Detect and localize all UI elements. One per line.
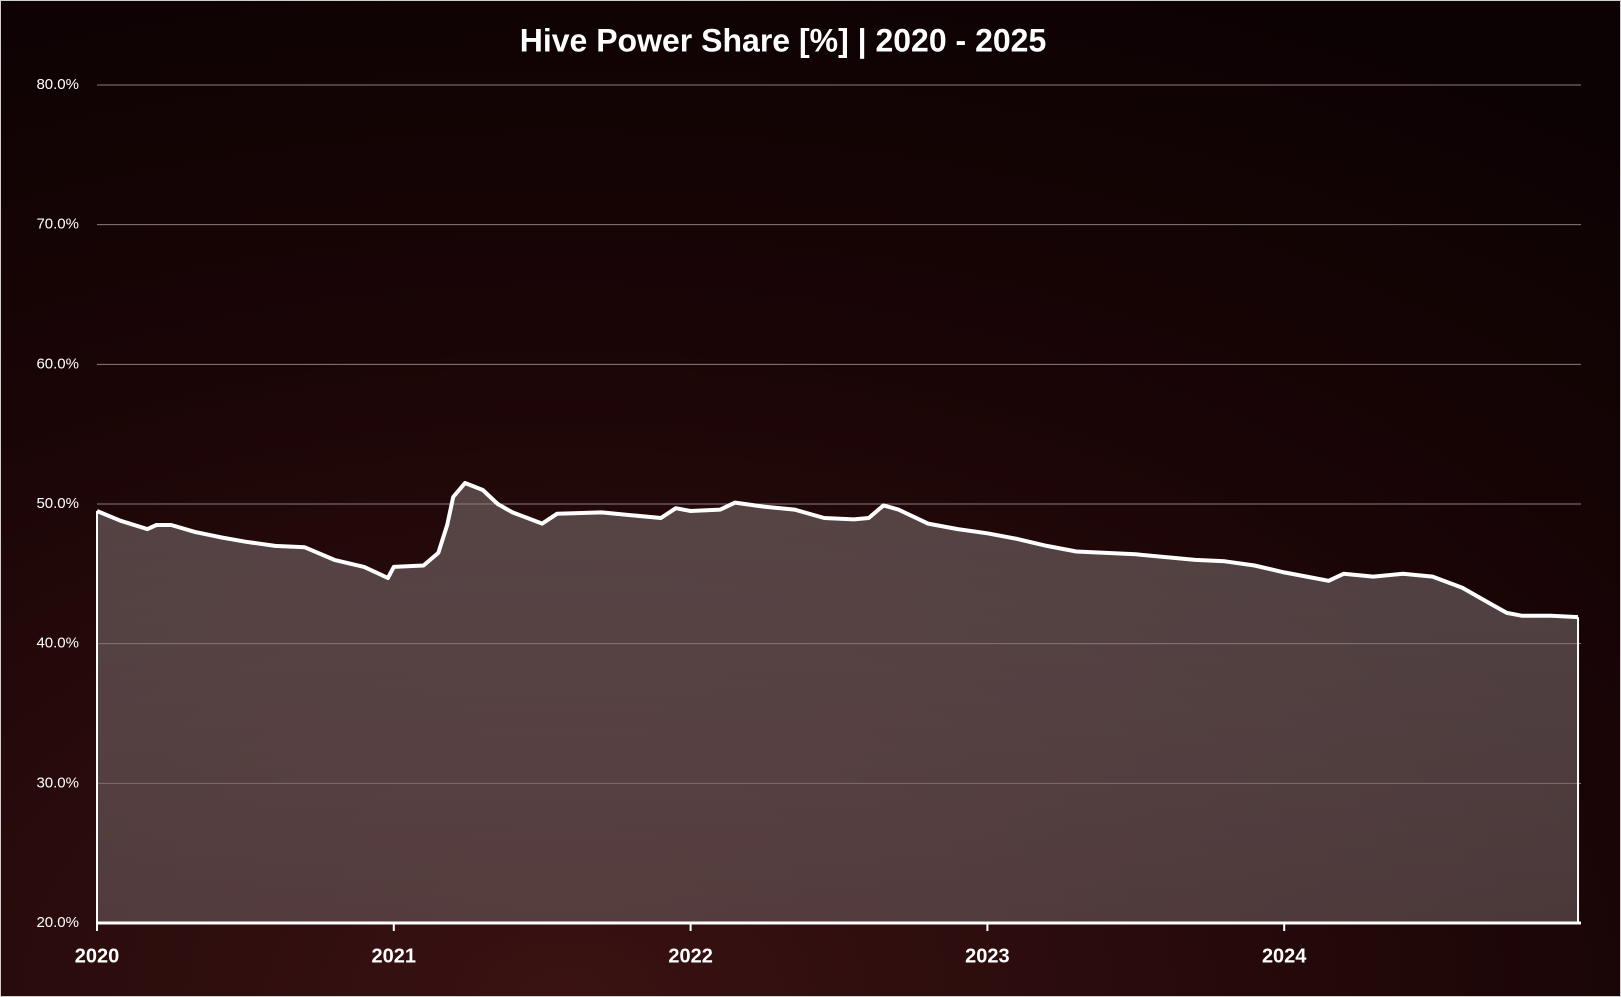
area xyxy=(97,483,1578,923)
y-tick-label: 20.0% xyxy=(36,914,79,931)
x-tick-label: 2020 xyxy=(75,945,120,967)
y-tick-label: 80.0% xyxy=(36,76,79,93)
x-tick-label: 2023 xyxy=(965,945,1010,967)
y-tick-label: 60.0% xyxy=(36,355,79,372)
y-tick-label: 40.0% xyxy=(36,635,79,652)
plot: 20.0% 30.0% 40.0% 50.0% 60.0% 70.0% 80.0% 2020 2… xyxy=(36,76,1581,967)
x-tick-label: 2024 xyxy=(1262,945,1307,967)
x-tick-label: 2021 xyxy=(372,945,417,967)
line xyxy=(96,481,1579,620)
y-tick-label: 70.0% xyxy=(36,216,79,233)
y-tick-label: 50.0% xyxy=(36,495,79,512)
y-tick-label: 30.0% xyxy=(36,774,79,791)
chart-title: Hive Power Share [%] | 2020 - 2025 xyxy=(520,22,1047,58)
x-tick-label: 2022 xyxy=(668,945,713,967)
